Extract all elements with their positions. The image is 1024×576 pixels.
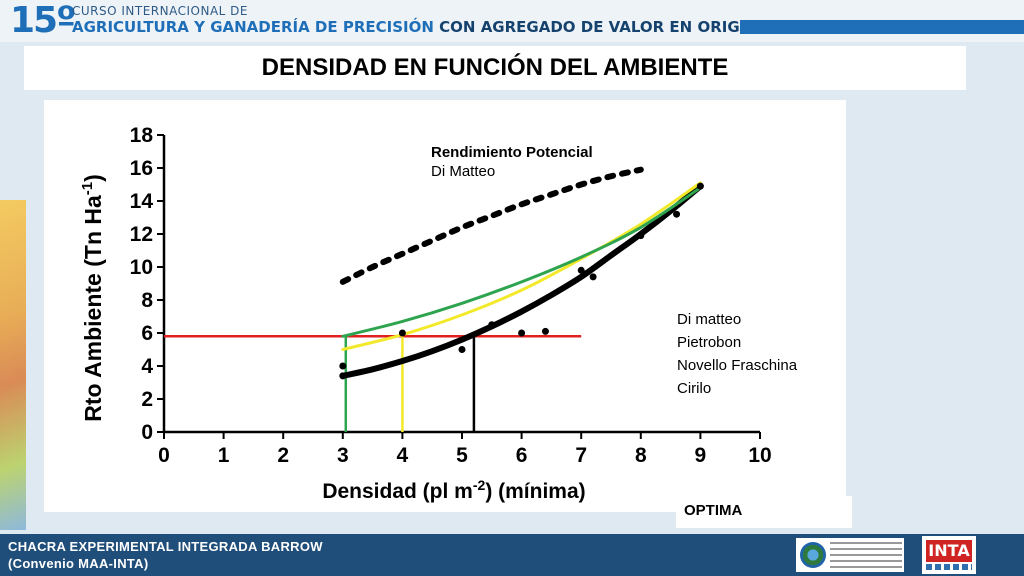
data-point — [696, 182, 704, 190]
x-tick-label: 8 — [635, 444, 647, 467]
y-tick-label: 16 — [130, 157, 153, 180]
course-title-part1: AGRICULTURA Y GANADERÍA DE PRECISIÓN — [72, 18, 440, 36]
data-point — [589, 273, 597, 281]
annotation-potencial-title: Rendimiento Potencial — [431, 144, 593, 161]
ministerio-logo-text — [830, 542, 902, 568]
data-point — [398, 329, 406, 337]
y-tick-label: 0 — [141, 421, 153, 444]
data-point — [458, 346, 466, 353]
y-axis-label-tail: ) — [80, 174, 106, 182]
author-legend: Di matteo Pietrobon Novello Fraschina Ci… — [677, 311, 798, 397]
x-tick-label: 3 — [337, 444, 349, 467]
footer-convenio: (Convenio MAA-INTA) — [8, 556, 149, 571]
legend-author: Pietrobon — [677, 334, 741, 351]
y-tick-label: 12 — [130, 223, 153, 246]
series-line-rendimiento-potencial — [339, 166, 644, 285]
course-number: 15º — [10, 0, 76, 41]
legend-author: Novello Fraschina — [677, 357, 798, 374]
x-axis-label-tail: ) (mínima) — [485, 480, 585, 503]
y-tick-label: 10 — [130, 256, 153, 279]
x-tick-label: 2 — [277, 444, 289, 467]
y-axis-label: Rto Ambiente (Tn Ha-1) — [79, 174, 106, 422]
inta-logo-text: INTA — [926, 540, 972, 562]
y-tick-label: 18 — [130, 124, 154, 147]
ministerio-logo — [796, 538, 904, 572]
slide-header: 15º CURSO INTERNACIONAL DE AGRICULTURA Y… — [0, 0, 1024, 42]
x-tick-label: 6 — [516, 444, 528, 467]
course-title-part2: CON AGREGADO DE VALOR EN ORIGEN — [439, 18, 763, 36]
optima-label: OPTIMA — [684, 502, 743, 519]
course-subtitle: CURSO INTERNACIONAL DE — [72, 4, 248, 18]
course-title: AGRICULTURA Y GANADERÍA DE PRECISIÓN CON… — [72, 18, 762, 36]
title-band: DENSIDAD EN FUNCIÓN DEL AMBIENTE — [24, 46, 966, 90]
x-axis-label-sup: -2 — [473, 477, 486, 493]
header-stripe — [740, 20, 1024, 34]
inta-logo: INTA — [922, 536, 976, 574]
annotation-potencial-sub: Di Matteo — [431, 163, 495, 180]
points-layer — [339, 182, 704, 380]
y-tick-label: 2 — [141, 388, 153, 411]
x-tick-label: 4 — [397, 444, 409, 467]
inta-logo-stripes — [926, 564, 972, 570]
x-tick-label: 0 — [158, 444, 170, 467]
data-point — [488, 321, 496, 329]
slide-title: DENSIDAD EN FUNCIÓN DEL AMBIENTE — [261, 54, 729, 81]
slide-footer: CHACRA EXPERIMENTAL INTEGRADA BARROW (Co… — [0, 534, 1024, 576]
x-tick-label: 10 — [748, 444, 771, 467]
ministerio-emblem-icon — [800, 542, 826, 568]
data-point — [339, 372, 347, 380]
legend-author: Di matteo — [677, 311, 741, 328]
data-point — [577, 266, 585, 274]
footer-institution: CHACRA EXPERIMENTAL INTEGRADA BARROW — [8, 539, 323, 554]
optima-box: OPTIMA — [676, 496, 852, 528]
x-axis-label: Densidad (pl m-2) (mínima) — [322, 477, 585, 503]
y-tick-label: 6 — [141, 322, 153, 345]
y-axis-label-sup: -1 — [79, 182, 96, 195]
legend-author: Cirilo — [677, 380, 711, 397]
y-tick-label: 14 — [130, 190, 154, 213]
x-tick-label: 5 — [456, 444, 468, 467]
decorative-edge — [0, 200, 26, 530]
y-tick-label: 4 — [141, 355, 153, 378]
y-tick-label: 8 — [141, 289, 153, 312]
x-tick-label: 7 — [575, 444, 587, 467]
lines-layer — [164, 166, 704, 432]
series-line-novello-fraschina — [341, 186, 702, 338]
x-axis-label-main: Densidad (pl m — [322, 480, 473, 503]
data-point — [518, 329, 526, 337]
x-tick-label: 9 — [695, 444, 707, 467]
x-tick-label: 1 — [218, 444, 230, 467]
chart-panel: 0 2 4 6 8 10 12 14 16 18 0 1 2 3 4 5 6 7 8 9 10 Rendimiento … — [44, 100, 846, 512]
data-point — [541, 327, 549, 335]
data-point — [339, 362, 347, 370]
y-axis-label-main: Rto Ambiente (Tn Ha — [80, 195, 106, 422]
data-point — [673, 210, 681, 218]
data-point — [637, 232, 645, 240]
